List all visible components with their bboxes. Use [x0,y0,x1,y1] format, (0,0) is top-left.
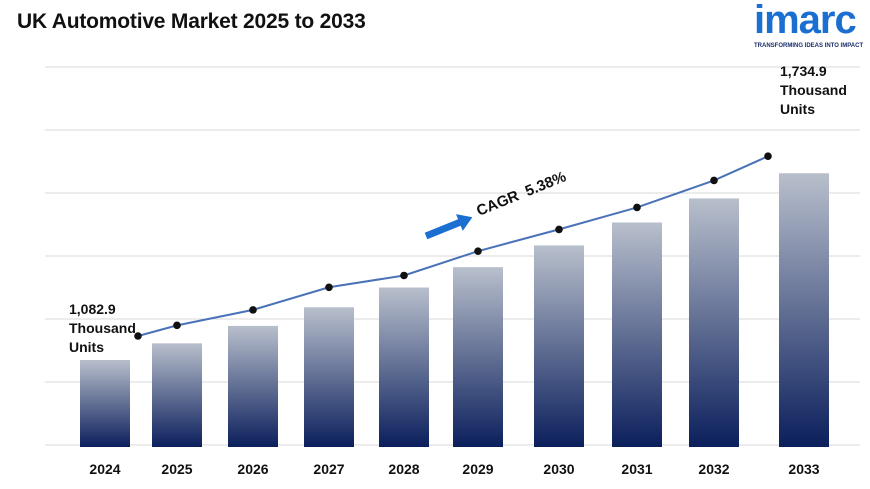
trend-line [134,152,772,340]
bar-2031 [612,222,662,447]
trend-marker-2026 [249,306,257,314]
bar-2032 [689,198,739,447]
trend-marker-2031 [633,203,641,212]
end-value: 1,734.9 [780,63,827,79]
trend-marker-2030 [555,225,563,234]
x-tick-label-2032: 2032 [698,461,729,477]
chart-title: UK Automotive Market 2025 to 2033 [17,10,366,33]
trend-marker-2027 [325,283,333,292]
trend-marker-2032 [710,176,718,185]
trend-marker-2028 [400,271,408,280]
x-tick-label-2030: 2030 [543,461,574,477]
start-value: 1,082.9 [69,301,116,317]
x-tick-label-2026: 2026 [237,461,268,477]
cagr-label: CAGR 5.38% [474,168,568,219]
x-tick-label-2024: 2024 [89,461,120,477]
cagr-arrow-shaft [424,218,463,240]
imarc-logo: imarc TRANSFORMING IDEAS INTO IMPACT [752,0,864,52]
x-axis-labels: 2024 2025 2026 2027 2028 2029 2030 2031 2032 2033 [89,461,819,477]
trend-polyline [137,155,769,337]
trend-marker-2024 [134,332,142,340]
cagr-arrow [424,214,473,240]
bar-2033 [779,173,829,447]
start-unit-line2: Units [69,339,104,355]
bar-2025 [152,343,202,447]
logo-tagline: TRANSFORMING IDEAS INTO IMPACT [754,43,864,49]
bar-2026 [228,325,278,447]
start-unit-line1: Thousand [69,320,136,336]
trend-marker-2025 [173,321,181,330]
trend-marker-2029 [474,247,482,255]
x-tick-label-2028: 2028 [388,461,419,477]
end-value-annotation: 1,734.9 Thousand Units [780,62,847,119]
x-tick-label-2027: 2027 [313,461,344,477]
x-tick-label-2031: 2031 [621,461,652,477]
x-tick-label-2029: 2029 [462,461,493,477]
end-unit-line1: Thousand [780,82,847,98]
bar-series [80,173,829,447]
bar-2027 [304,307,354,447]
start-value-annotation: 1,082.9 Thousand Units [69,300,136,357]
x-tick-label-2025: 2025 [161,461,192,477]
end-unit-line2: Units [780,101,815,117]
bar-2030 [534,245,584,447]
x-tick-label-2033: 2033 [788,461,819,477]
bar-2029 [453,267,503,447]
logo-wordmark: imarc [754,0,857,42]
trend-marker-2033 [764,152,772,161]
bar-2024 [80,360,130,447]
bar-2028 [379,287,429,447]
cagr-arrow-head [456,214,473,231]
